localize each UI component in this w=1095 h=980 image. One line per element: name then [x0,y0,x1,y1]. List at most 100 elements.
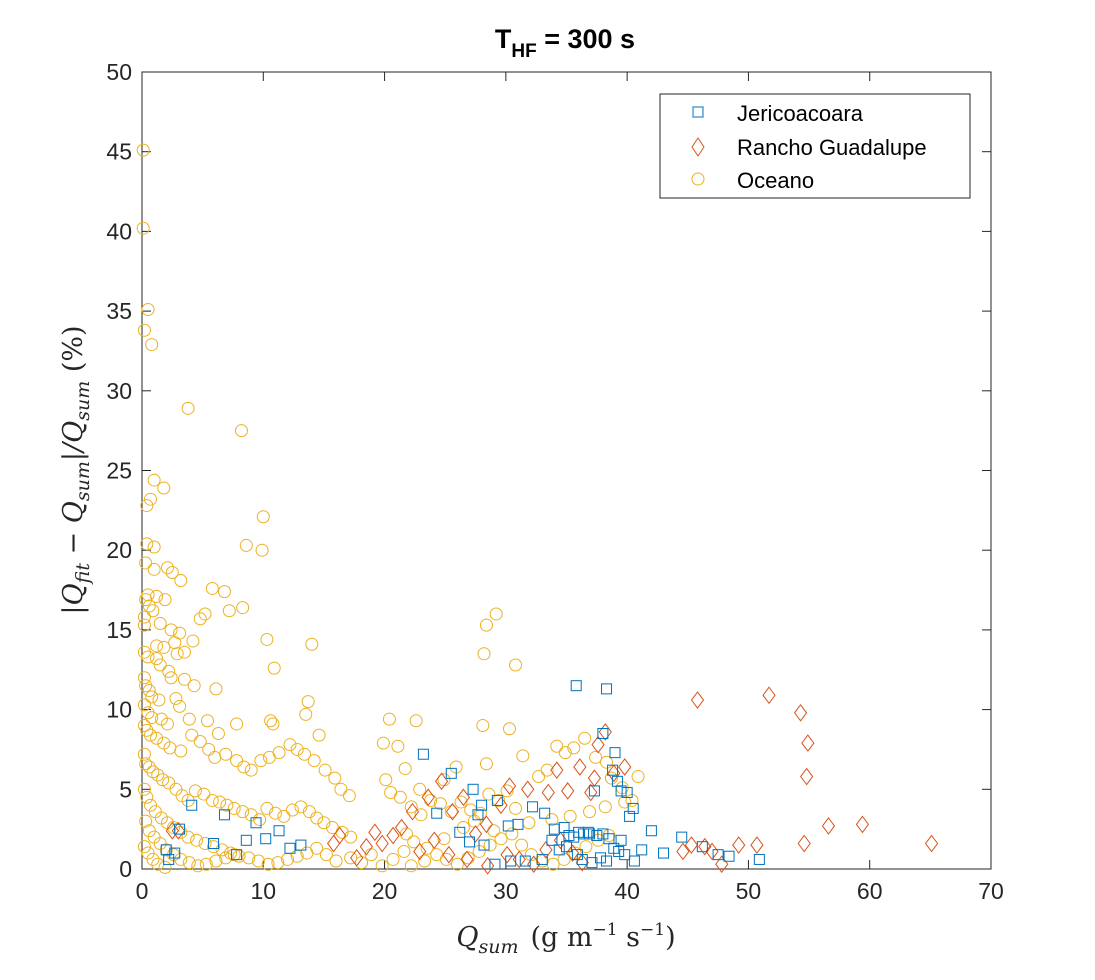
data-point [157,481,171,495]
data-point [146,852,160,866]
y-tick-label: 35 [106,298,132,324]
data-point [527,855,541,874]
data-point [185,728,199,742]
x-tick-label: 30 [493,878,519,904]
data-point [567,741,581,755]
data-point [732,836,746,854]
x-axis-label: Qsum (g m−1 s−1) [456,920,675,958]
data-point [550,739,564,753]
data-point [260,632,274,646]
data-point [522,816,536,830]
data-point [386,852,400,866]
data-point [170,647,184,661]
chart-title: THF = 300 s [495,24,635,62]
data-point [160,844,172,856]
data-point [181,401,195,415]
y-tick-label: 5 [119,776,132,802]
data-point [375,859,389,873]
data-point [584,783,598,802]
data-point [433,797,447,811]
data-point [219,747,233,761]
data-point [151,768,165,782]
data-point [318,763,332,777]
data-point [684,836,699,854]
data-point [676,842,690,861]
data-point [597,728,609,740]
data-point [267,661,281,675]
data-point [342,789,356,803]
data-point [855,815,870,834]
data-point [273,825,285,837]
data-point [598,723,612,741]
data-point [333,826,347,845]
data-point [147,540,161,554]
data-point [445,767,457,779]
data-point [541,783,555,802]
data-point [658,847,670,859]
data-point [619,849,631,861]
y-tick-label: 25 [106,458,132,484]
data-point [141,650,155,664]
data-point [762,686,776,705]
data-point [142,683,156,697]
data-point [137,840,151,854]
data-point [550,761,564,780]
data-point [143,728,157,742]
data-point [502,722,516,736]
data-point [234,424,248,438]
data-point [295,839,307,851]
data-point [454,826,466,838]
data-point [271,856,285,870]
data-point [705,842,719,861]
data-point [500,845,514,864]
data-point [164,623,178,637]
y-tick-label: 30 [106,378,132,404]
data-point [205,581,219,595]
data-point [145,711,159,725]
x-tick-label: 40 [614,878,640,904]
data-point [169,847,181,859]
data-point [217,585,231,599]
legend-entry-jericoacoara: Jericoacoara [692,101,864,126]
data-point [696,841,708,853]
data-point [266,717,280,731]
data-point [199,857,213,871]
data-point [147,562,161,576]
data-point [431,807,443,819]
data-point [198,607,212,621]
data-point [587,769,602,787]
data-point [215,843,229,857]
data-point [188,784,202,798]
x-tick-labels: 0 10 20 30 40 50 60 70 [136,878,1004,904]
data-point [312,728,326,742]
data-point [561,782,575,800]
data-point [618,758,632,776]
data-point [793,703,808,722]
data-point [579,840,593,854]
data-point [143,492,157,506]
data-point [563,809,577,823]
data-point [344,851,358,865]
data-point [160,717,174,731]
data-point [368,823,382,842]
data-point [472,809,484,821]
data-point [254,754,268,768]
data-point [328,771,342,785]
data-point [494,796,508,815]
data-point [594,852,606,864]
series-jericoacoara [160,680,765,870]
data-point [456,788,471,807]
data-point [191,859,205,873]
data-point [753,853,765,865]
data-point [519,855,531,867]
data-point [174,744,188,758]
data-point [467,814,481,828]
data-point [405,802,420,821]
data-point [553,844,565,856]
data-point [146,604,160,618]
data-point [609,747,621,759]
data-point [140,537,154,551]
data-point [546,857,560,871]
data-point [261,857,275,871]
data-point [208,837,220,849]
